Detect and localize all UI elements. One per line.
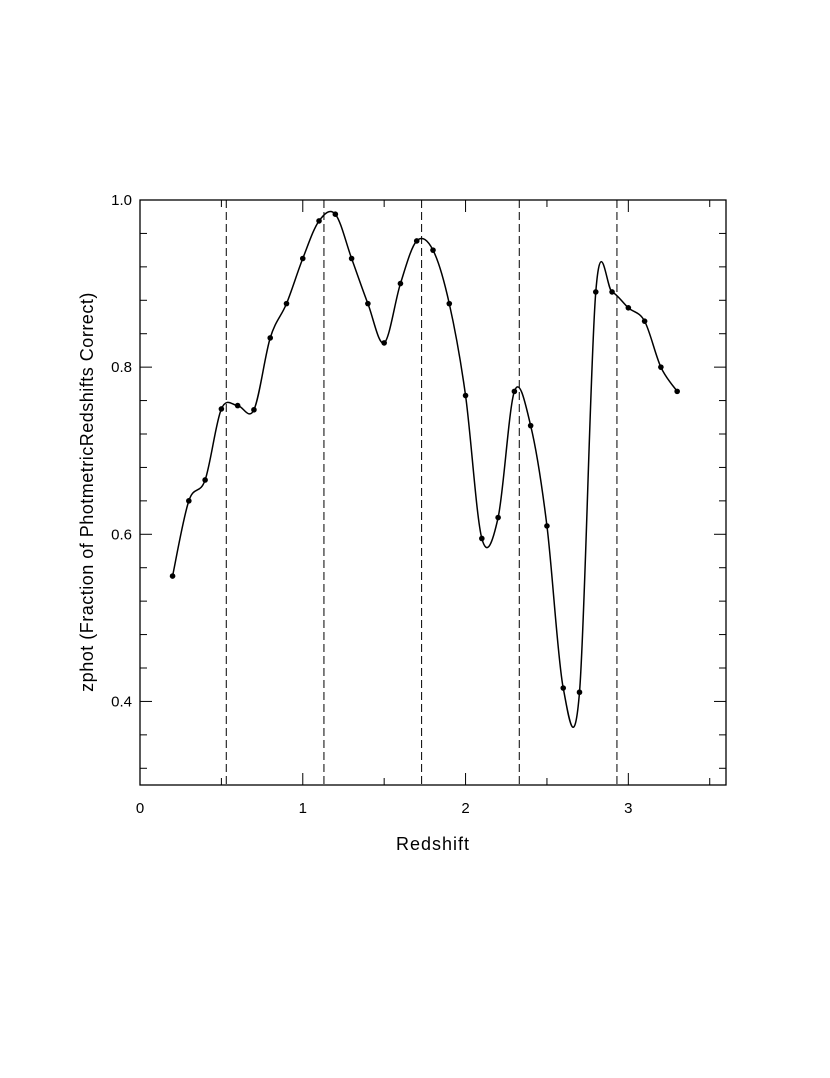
data-point <box>202 477 208 483</box>
x-tick-label: 2 <box>461 800 469 817</box>
data-point <box>381 340 387 346</box>
data-point <box>251 406 257 413</box>
data-point <box>576 689 583 696</box>
data-point <box>479 535 485 542</box>
data-point <box>267 335 274 341</box>
data-point <box>169 573 176 579</box>
data-point <box>234 402 241 409</box>
data-point <box>495 514 501 521</box>
data-point <box>592 289 599 295</box>
data-point <box>625 305 632 311</box>
data-point <box>560 685 567 691</box>
data-point <box>544 523 550 529</box>
data-point <box>430 247 436 253</box>
x-tick-label: 3 <box>624 800 632 817</box>
data-point <box>446 300 453 307</box>
data-point <box>674 388 680 395</box>
data-point <box>413 238 420 244</box>
y-axis-label: zphot (Fraction of PhotmetricRedshifts C… <box>77 292 97 692</box>
data-point <box>283 300 290 307</box>
plot-frame <box>139 199 727 786</box>
data-point <box>527 422 534 429</box>
x-axis-label: Redshift <box>396 834 470 854</box>
y-tick-label: 0.4 <box>111 693 132 710</box>
data-point <box>658 364 664 370</box>
y-tick-label: 0.6 <box>111 526 132 543</box>
y-tick-label: 1.0 <box>111 192 132 209</box>
y-tick-label: 0.8 <box>111 359 132 376</box>
data-point <box>365 300 371 307</box>
curve <box>171 210 678 728</box>
data-point <box>641 318 648 324</box>
x-tick-label: 0 <box>136 800 144 817</box>
data-point <box>186 498 192 504</box>
data-point <box>462 392 469 399</box>
data-point <box>316 218 322 224</box>
data-point <box>397 280 404 287</box>
x-tick-label: 1 <box>299 800 307 817</box>
data-point <box>511 388 518 395</box>
data-point <box>609 289 615 295</box>
data-point <box>299 255 306 262</box>
data-point <box>218 406 225 412</box>
data-point <box>332 211 339 218</box>
data-point <box>348 255 355 262</box>
